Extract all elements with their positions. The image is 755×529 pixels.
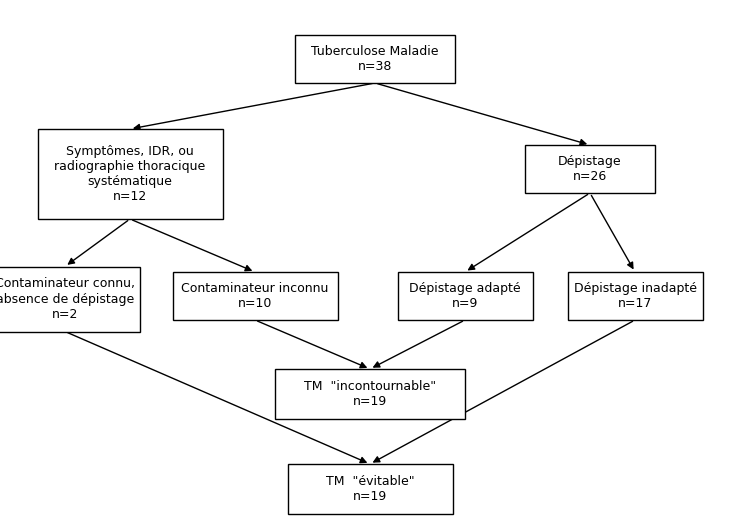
Bar	[0, 267, 140, 332]
Text: TM  "incontournable"
n=19: TM "incontournable" n=19	[304, 380, 436, 408]
Text: Contaminateur inconnu
n=10: Contaminateur inconnu n=10	[181, 282, 328, 310]
Bar	[568, 272, 702, 320]
Bar	[525, 145, 655, 193]
Text: Dépistage
n=26: Dépistage n=26	[558, 155, 622, 183]
Bar	[397, 272, 532, 320]
Text: TM  "évitable"
n=19: TM "évitable" n=19	[325, 475, 414, 503]
Bar	[295, 35, 455, 83]
Text: Dépistage adapté
n=9: Dépistage adapté n=9	[409, 282, 521, 310]
Text: Dépistage inadapté
n=17: Dépistage inadapté n=17	[574, 282, 697, 310]
Bar	[288, 464, 452, 514]
Text: Symptômes, IDR, ou
radiographie thoracique
systématique
n=12: Symptômes, IDR, ou radiographie thoraciq…	[54, 145, 205, 203]
Text: Tuberculose Maladie
n=38: Tuberculose Maladie n=38	[311, 45, 439, 73]
Text: Contaminateur connu,
absence de dépistage
n=2: Contaminateur connu, absence de dépistag…	[0, 278, 135, 321]
Bar	[38, 129, 223, 219]
Bar	[275, 369, 465, 419]
Bar	[172, 272, 337, 320]
